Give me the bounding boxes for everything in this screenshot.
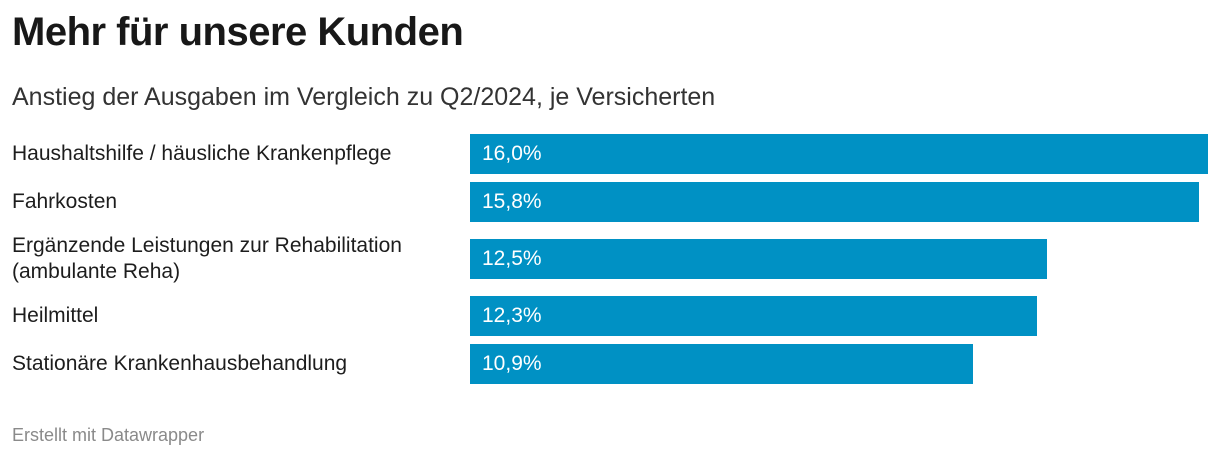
category-label: Fahrkosten (12, 190, 118, 213)
category-label: Stationäre Krankenhausbehandlung (12, 352, 348, 375)
chart-title: Mehr für unsere Kunden (12, 10, 464, 54)
footer-credit: Erstellt mit Datawrapper (12, 425, 205, 445)
category-label: Haushaltshilfe / häusliche Krankenpflege (12, 142, 392, 165)
category-label: Ergänzende Leistungen zur Rehabilitation… (12, 234, 402, 283)
category-label: Heilmittel (12, 304, 99, 327)
bar-value-label: 12,5% (482, 247, 542, 270)
bar-value-label: 15,8% (482, 190, 542, 213)
bar (470, 182, 1199, 222)
bar-value-label: 10,9% (482, 352, 542, 375)
bar (470, 239, 1047, 279)
bar-value-label: 16,0% (482, 142, 542, 165)
bar-value-label: 12,3% (482, 304, 542, 327)
bar (470, 134, 1208, 174)
chart-subtitle: Anstieg der Ausgaben im Vergleich zu Q2/… (12, 83, 716, 111)
bar (470, 344, 973, 384)
bar (470, 296, 1038, 336)
